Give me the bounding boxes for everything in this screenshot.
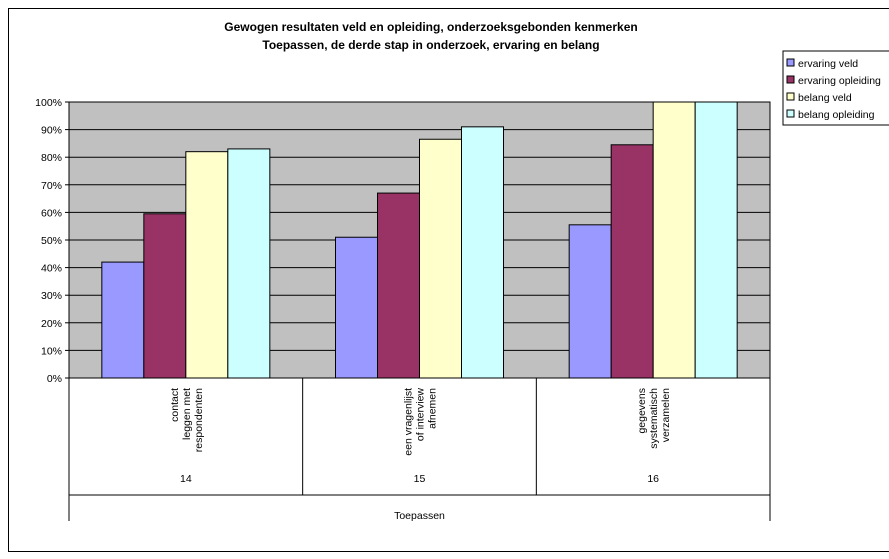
category-number: 16 — [647, 473, 659, 485]
group-label: Toepassen — [394, 510, 445, 522]
legend-entry: belang veld — [798, 92, 852, 104]
legend-box — [782, 50, 889, 126]
category-label-line: afnemen — [427, 388, 439, 429]
y-tick-label: 80% — [41, 152, 62, 164]
y-tick-label: 20% — [41, 318, 62, 330]
category-label: contact leggen met respondenten — [169, 388, 205, 452]
bar-ervaring-veld-0 — [101, 261, 145, 379]
bar-belang-opleiding-1 — [461, 126, 504, 379]
axes: 0% 10% 20% 30% 40% 50% 60% 70% 80% 90% 100% contact… — [35, 97, 771, 522]
y-tick-label: 0% — [47, 373, 62, 385]
category-label-line: leggen met — [181, 388, 193, 440]
legend-swatch — [786, 75, 795, 84]
legend-swatch — [786, 109, 795, 118]
legend-swatch — [786, 92, 795, 101]
plot-area — [68, 101, 771, 379]
category-number: 15 — [414, 473, 426, 485]
bar-ervaring-veld-1 — [335, 236, 378, 379]
bar-chart: Gewogen resultaten veld en opleiding, on… — [35, 20, 889, 522]
y-tick-label: 40% — [41, 263, 62, 275]
legend-entry: ervaring opleiding — [798, 75, 881, 87]
category-label: een vragenlijst of interview afnemen — [403, 388, 439, 456]
bar-belang-veld-1 — [419, 138, 462, 379]
bar-belang-veld-2 — [652, 101, 696, 379]
chart-title: Gewogen resultaten veld en opleiding, on… — [224, 20, 637, 52]
category-number: 14 — [180, 473, 192, 485]
category-label-line: of interview — [415, 388, 427, 442]
bar-belang-veld-0 — [185, 151, 229, 379]
y-tick-label: 30% — [41, 290, 62, 302]
y-tick-label: 70% — [41, 180, 62, 192]
chart-frame: Gewogen resultaten veld en opleiding, on… — [8, 8, 889, 552]
category-label-line: systematisch — [648, 388, 660, 449]
chart-title-line-1: Gewogen resultaten veld en opleiding, on… — [224, 20, 637, 34]
category-label-line: contact — [169, 388, 181, 422]
bar-ervaring-opleiding-1 — [377, 192, 420, 379]
y-tick-label: 50% — [41, 235, 62, 247]
category-label: gegevens systematisch verzamelen — [636, 388, 672, 449]
category-label-line: een vragenlijst — [403, 388, 415, 456]
bar-ervaring-veld-2 — [568, 224, 612, 379]
category-label-line: verzamelen — [660, 388, 672, 442]
legend-swatch — [786, 58, 795, 67]
y-tick-label: 90% — [41, 125, 62, 137]
category-label-line: respondenten — [193, 388, 205, 452]
y-tick-label: 60% — [41, 207, 62, 219]
legend-entry: ervaring veld — [798, 58, 858, 70]
bar-belang-opleiding-2 — [694, 101, 738, 379]
y-tick-label: 10% — [41, 345, 62, 357]
bar-ervaring-opleiding-2 — [610, 144, 654, 379]
category-label-line: gegevens — [636, 388, 648, 434]
legend-entry: belang opleiding — [798, 109, 875, 121]
chart-title-line-2: Toepassen, de derde stap in onderzoek, e… — [262, 38, 599, 52]
legend: ervaring veld ervaring opleiding belang ve… — [782, 50, 889, 126]
bar-ervaring-opleiding-0 — [143, 213, 187, 379]
y-tick-label: 100% — [35, 97, 62, 109]
bar-belang-opleiding-0 — [227, 148, 271, 379]
